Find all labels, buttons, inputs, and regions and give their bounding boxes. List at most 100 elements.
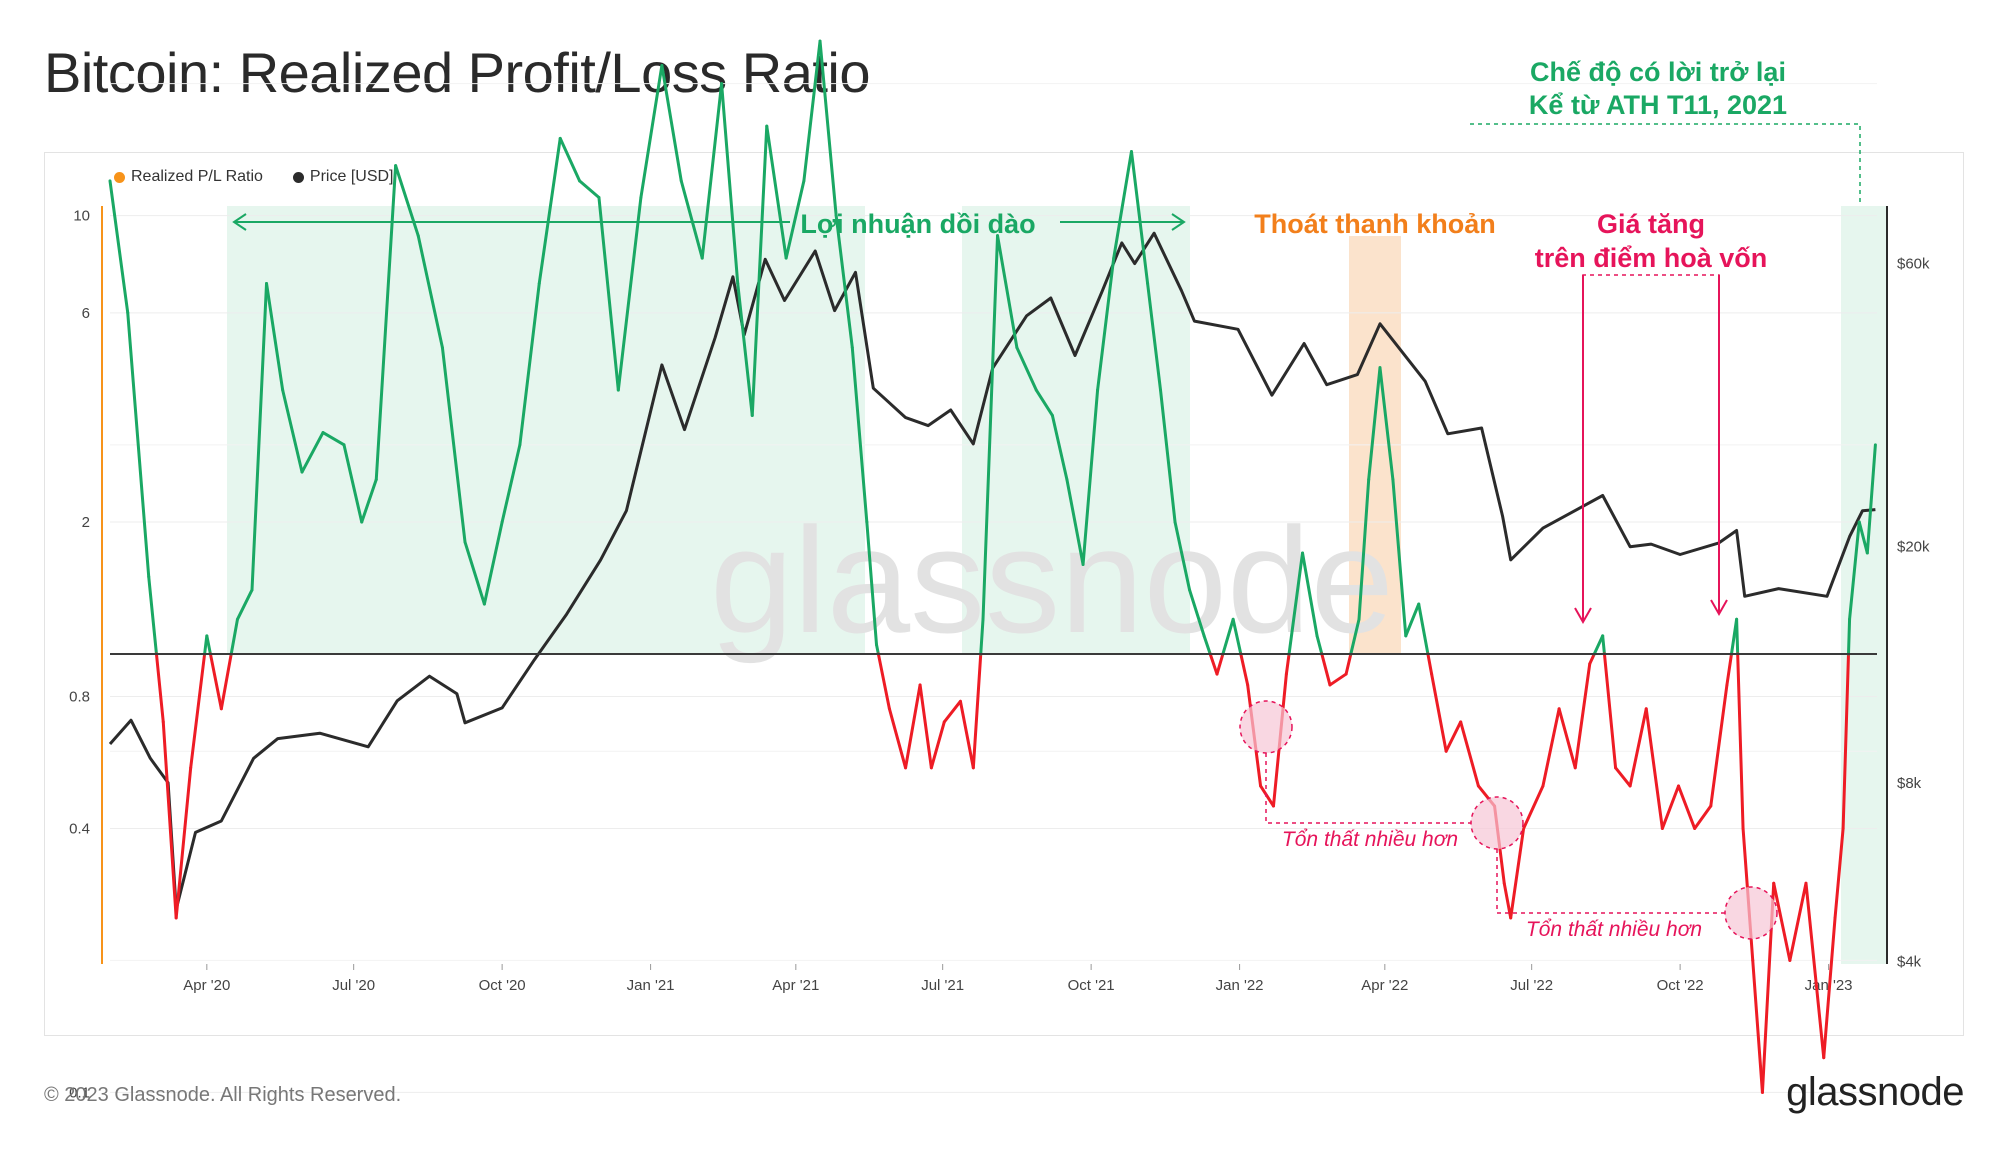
x-tick-6: Oct '21: [1068, 977, 1115, 994]
annotation-liquidity-exit: Thoát thanh khoản: [1254, 209, 1495, 239]
x-tick-7: Jan '22: [1216, 977, 1264, 994]
ratio-segment-14: [342, 443, 364, 524]
ratio-segment-99: [1677, 784, 1697, 830]
loss-leader-2: [1496, 849, 1725, 914]
ratio-segment-2b: [154, 652, 165, 724]
y-left-tick-6: 0.1: [69, 1084, 90, 1101]
x-tick-1: Jul '20: [332, 977, 375, 994]
ratio-segment-109: [1804, 881, 1826, 1060]
ratio-segment-83: [1444, 720, 1463, 753]
ratio-segment-74: [1328, 672, 1348, 687]
ratio-segment-9: [250, 282, 269, 592]
y-right-tick-0: $60k: [1897, 256, 1930, 273]
ratio-segment-107: [1772, 881, 1792, 962]
price-above-be-bracket: [1582, 274, 1720, 620]
ratio-segment-48: [942, 699, 962, 724]
brand-logo: glassnode: [1786, 1070, 1964, 1114]
ratio-segment-63: [1173, 520, 1192, 592]
ratio-segment-13: [321, 431, 346, 447]
x-tick-8: Apr '22: [1361, 977, 1408, 994]
ratio-segment-10: [265, 282, 285, 392]
ratio-segment-56: [1065, 478, 1085, 567]
x-tick-9: Jul '22: [1510, 977, 1553, 994]
band-profit-return: [1841, 206, 1887, 964]
ratio-segment-71b: [1287, 551, 1305, 656]
y-left-tick-3: 2: [82, 514, 90, 531]
watermark: glassnode: [710, 496, 1394, 664]
ratio-segment-71a: [1284, 652, 1291, 676]
ratio-segment-90: [1541, 707, 1561, 788]
ratio-segment-62: [1159, 388, 1177, 524]
y-right-ticks: $60k $20k $8k $4k: [1897, 256, 1930, 971]
y-left-tick-2: 6: [82, 305, 90, 322]
ratio-segment-112a: [1841, 652, 1850, 830]
ratio-segment-95: [1614, 766, 1632, 788]
annotation-larger-loss-1: Tổn thất nhiều hơn: [1282, 828, 1458, 851]
ratio-segment-24: [537, 136, 562, 286]
loss-leader-1: [1265, 753, 1471, 824]
ratio-segment-29: [639, 63, 664, 199]
ratio-segment-4: [174, 766, 193, 920]
ratio-segment-43b: [876, 652, 891, 711]
ratio-segment-7b: [229, 617, 239, 656]
ratio-segment-73b: [1320, 652, 1332, 687]
ratio-segment-72: [1301, 551, 1319, 638]
ratio-segment-94b: [1602, 652, 1618, 770]
legend-item-ratio[interactable]: Realized P/L Ratio: [114, 168, 263, 186]
ratio-segment-16: [374, 164, 398, 482]
ratio-segment-43a: [875, 643, 880, 656]
ratio-segment-66b: [1221, 617, 1235, 656]
ratio-segment-6a: [205, 634, 212, 656]
ratio-segment-25: [558, 136, 582, 183]
ratio-segment-42: [865, 520, 879, 647]
abundant-arrowhead-right: [1171, 213, 1186, 231]
ratio-segment-20: [463, 540, 486, 606]
y-left-tick-1: 10: [73, 208, 90, 225]
x-tick-3: Jan '21: [627, 977, 675, 994]
ratio-segment-21: [482, 520, 504, 606]
ratio-segment-34: [736, 282, 754, 417]
ratio-segment-77: [1367, 366, 1382, 482]
ratio-segment-67a: [1231, 617, 1243, 656]
ratio-segment-2a: [147, 575, 158, 656]
ratio-segment-32: [700, 82, 724, 260]
y-left-tick-5: 0.4: [69, 820, 90, 837]
legend-label-price: Price [USD]: [309, 168, 394, 185]
y-right-tick-3: $4k: [1897, 953, 1922, 970]
x-tick-5: Jul '21: [921, 977, 964, 994]
x-tick-10: Oct '22: [1657, 977, 1704, 994]
ratio-segment-82: [1430, 672, 1448, 753]
ratio-segment-41: [850, 346, 869, 524]
x-tick-2: Oct '20: [479, 977, 526, 994]
ratio-segment-19: [440, 346, 467, 544]
legend-item-price[interactable]: Price [USD]: [292, 168, 394, 186]
highlight-bands: [227, 206, 1887, 964]
ratio-segment-1: [126, 311, 151, 579]
ratio-segment-39: [818, 39, 838, 218]
abundant-arrowhead-left: [232, 213, 247, 231]
ratio-segment-11: [281, 388, 304, 474]
ratio-segment-100: [1693, 804, 1713, 830]
ratio-segment-64: [1188, 588, 1206, 638]
loss-circle-2: [1470, 796, 1524, 850]
annotation-larger-loss-2: Tổn thất nhiều hơn: [1526, 918, 1702, 941]
loss-circle-3: [1724, 886, 1778, 940]
ratio-segment-115: [1865, 443, 1877, 555]
y-left-ticks: 4010620.80.40.10.06: [69, 208, 90, 1102]
ratio-segment-55: [1050, 413, 1069, 482]
copyright-footer: © 2023 Glassnode. All Rights Reserved.: [44, 1084, 402, 1106]
ratio-segment-59: [1112, 150, 1133, 260]
ratio-segment-23: [518, 282, 541, 447]
chart-title: Bitcoin: Realized Profit/Loss Ratio: [44, 41, 871, 104]
ratio-segment-78: [1378, 366, 1395, 482]
ratio-segment-37: [784, 179, 806, 260]
ratio-segment-81b: [1426, 652, 1434, 676]
ratio-segment-91: [1557, 707, 1577, 770]
ratio-segment-111: [1833, 826, 1845, 920]
ratio-segment-31: [679, 179, 704, 260]
x-ticks: Apr '20 Jul '20 Oct '20 Jan '21 Apr '21 Jul '…: [183, 964, 1853, 994]
arrowhead-right: [1710, 599, 1728, 617]
ratio-segment-113: [1848, 520, 1861, 621]
ratio-series: [108, 39, 1877, 1094]
